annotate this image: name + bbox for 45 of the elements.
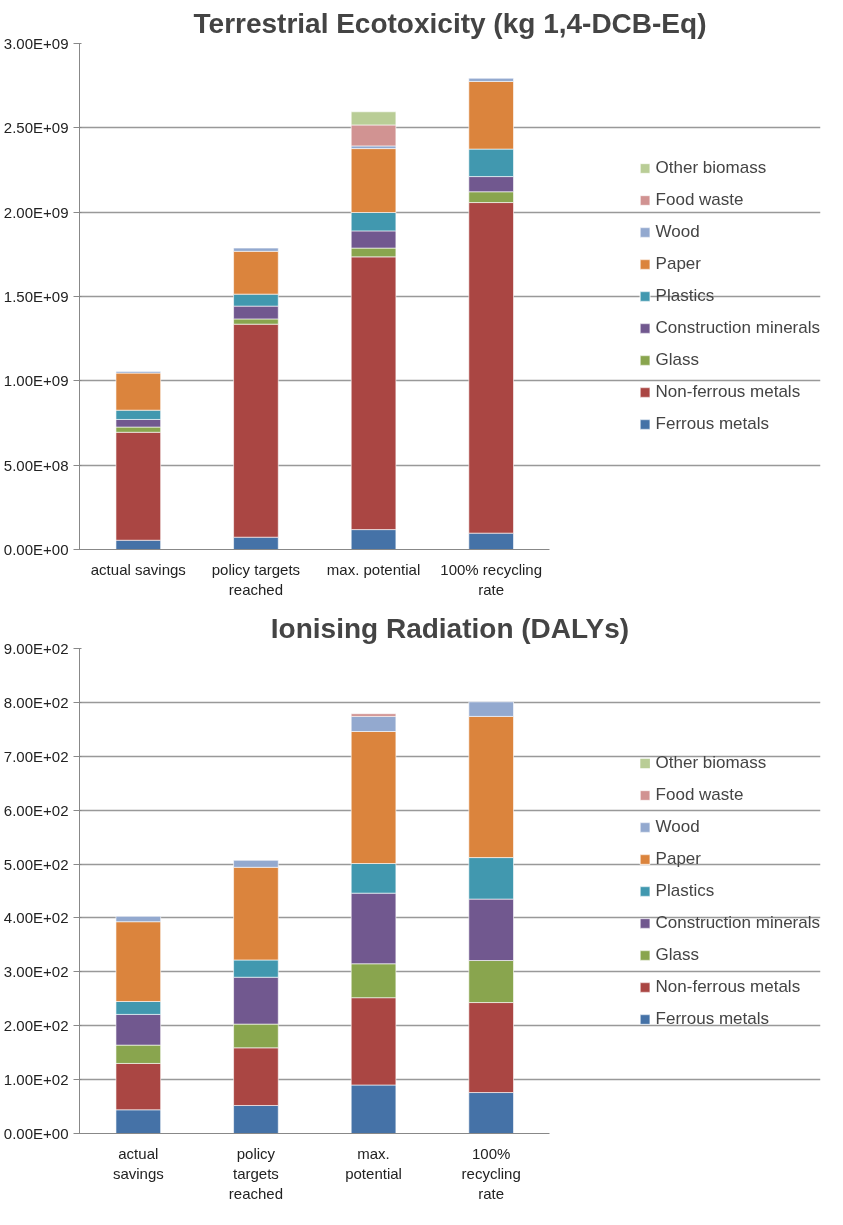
y-tick-label: 0.00E+00 [3,541,69,558]
legend-label: Plastics [655,286,715,306]
y-tick-label: 6.00E+02 [3,801,69,819]
legend-label: Glass [655,350,700,370]
y-tick-label: 4.00E+02 [3,909,69,927]
y-tick-label: 3.00E+09 [3,35,69,52]
chart-title: Terrestrial Ecotoxicity (kg 1,4-DCB-Eq) [193,7,707,39]
x-tick-label: max. potential [345,1144,402,1182]
x-tick-label: actual savings [90,560,186,578]
legend-label: Other biomass [655,158,767,178]
y-tick-label: 2.00E+02 [3,1017,69,1035]
legend-label: Construction minerals [655,318,820,338]
x-tick-label: max. potential [326,560,421,578]
legend-label: Paper [655,848,701,869]
legend-label: Non-ferrous metals [655,382,801,402]
y-tick-label: 5.00E+08 [3,456,69,474]
y-tick-label: 2.50E+09 [3,119,69,137]
y-tick-label: 8.00E+02 [3,693,69,711]
legend-label: Construction minerals [655,912,820,933]
legend-label: Plastics [655,880,715,901]
x-tick-label: 100% recycling rate [440,560,543,598]
y-tick-label: 0.00E+00 [3,1125,69,1142]
y-tick-label: 5.00E+02 [3,855,69,873]
x-tick-label: actual savings [112,1144,164,1182]
y-tick-label: 7.00E+02 [3,747,69,765]
legend-label: Wood [655,816,700,837]
legend-label: Ferrous metals [655,1008,769,1029]
legend-label: Non-ferrous metals [655,976,801,997]
legend-label: Paper [655,254,701,274]
y-tick-label: 1.50E+09 [3,288,69,305]
y-tick-label: 1.00E+02 [3,1071,69,1089]
legend-label: Other biomass [655,752,767,773]
y-tick-label: 1.00E+09 [3,372,69,390]
x-tick-label: policy targets reached [228,1144,284,1203]
legend-label: Ferrous metals [655,414,769,434]
x-tick-label: 100% recycling rate [461,1144,521,1203]
y-tick-label: 3.00E+02 [3,963,69,981]
legend-label: Glass [655,944,700,965]
y-tick-label: 9.00E+02 [3,640,69,657]
legend-label: Food waste [655,190,744,210]
legend-label: Wood [655,222,700,242]
y-tick-label: 2.00E+09 [3,203,69,221]
chart-title: Ionising Radiation (DALYs) [270,612,630,644]
legend-label: Food waste [655,784,744,805]
x-tick-label: policy targets reached [211,560,301,598]
